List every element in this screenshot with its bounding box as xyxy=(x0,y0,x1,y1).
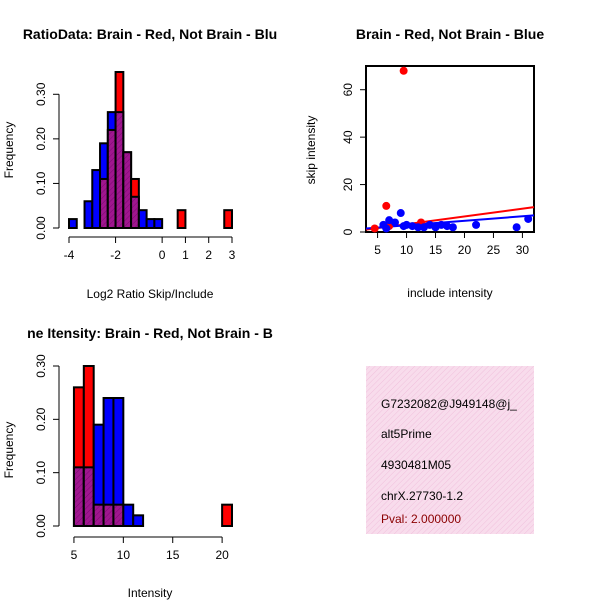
chart2-point-not-brain xyxy=(396,209,405,218)
chart2-point-not-brain xyxy=(414,223,423,232)
chart1-bar-overlap xyxy=(114,111,125,229)
chart2-point-not-brain xyxy=(472,220,481,229)
chart1-y-tick-label: 0.20 xyxy=(34,127,48,151)
chart2-point-not-brain xyxy=(390,218,399,227)
chart1-ylabel: Frequency xyxy=(2,122,16,179)
chart1-bar-overlap xyxy=(122,151,133,230)
chart3-bar-brain xyxy=(221,503,234,527)
chart2-point-not-brain xyxy=(382,224,391,233)
chart1-bar-not-brain xyxy=(68,218,78,229)
chart3-title: ne Itensity: Brain - Red, Not Brain - B xyxy=(27,325,273,341)
chart2-x-tick-label: 25 xyxy=(487,243,501,257)
chart2-title: Brain - Red, Not Brain - Blue xyxy=(356,26,544,42)
chart1-plot: -4 -2 0 1 2 3 0.00 0.10 0.20 0.30 xyxy=(34,71,236,262)
chart2-xlabel: include intensity xyxy=(407,286,492,300)
info-line-probe: G7232082@J949148@j_ xyxy=(381,397,517,411)
chart3-bar-overlap xyxy=(72,466,85,528)
chart2-y-tick-label: 20 xyxy=(341,178,355,192)
chart2-x-tick-label: 10 xyxy=(400,243,414,257)
chart1-bar-overlap xyxy=(106,128,117,229)
info-line-event-type: alt5Prime xyxy=(381,427,432,441)
info-panel: G7232082@J949148@j_ alt5Prime 4930481M05… xyxy=(366,366,534,534)
chart1-xlabel: Log2 Ratio Skip/Include xyxy=(87,287,214,301)
chart2-x-tick-label: 30 xyxy=(516,243,530,257)
info-line-locus: chrX.27730-1.2 xyxy=(381,489,463,503)
chart2-ylabel: skip intensity xyxy=(304,116,318,185)
chart3-y-tick-label: 0.00 xyxy=(34,514,48,538)
info-line-gene: 4930481M05 xyxy=(381,458,451,472)
chart2-x-tick-label: 20 xyxy=(458,243,472,257)
chart1-bar-overlap xyxy=(99,177,109,230)
chart1-bar-brain xyxy=(223,209,233,230)
chart1-bar-not-brain xyxy=(137,209,148,230)
chart3-bar-overlap xyxy=(82,466,95,528)
chart1-bar-overlap xyxy=(130,195,140,230)
chart1-title: RatioData: Brain - Red, Not Brain - Blu xyxy=(23,26,277,42)
chart3-bar-overlap xyxy=(92,503,105,527)
chart3-x-tick-label: 20 xyxy=(215,548,229,562)
chart3-x-tick-label: 5 xyxy=(71,548,78,562)
chart2-y-tick-label: 60 xyxy=(341,83,355,97)
chart1-bar-not-brain xyxy=(91,169,102,229)
chart3-bar-not-brain xyxy=(122,503,135,527)
chart3-y-tick-label: 0.10 xyxy=(34,461,48,485)
chart1-x-tick-label: -4 xyxy=(64,248,75,262)
chart1-x-tick-label: 2 xyxy=(205,248,212,262)
chart1-bar-not-brain xyxy=(145,218,156,229)
chart3-x-tick-label: 15 xyxy=(166,548,180,562)
chart2-x-tick-label: 5 xyxy=(374,243,381,257)
chart2-point-not-brain xyxy=(448,223,457,232)
chart3-bar-overlap xyxy=(102,503,115,527)
chart3-plot: 5 10 15 20 0.00 0.10 0.20 0.30 xyxy=(34,354,234,562)
chart1-y-tick-label: 0.30 xyxy=(34,82,48,106)
chart2-x-tick-label: 15 xyxy=(429,243,443,257)
chart1-x-tick-label: 1 xyxy=(182,248,189,262)
chart3-bar-overlap xyxy=(112,503,125,527)
chart2-point-not-brain xyxy=(524,214,533,223)
chart2-y-tick-label: 40 xyxy=(341,130,355,144)
chart2-y-tick-label: 0 xyxy=(341,228,355,235)
info-line-pval: Pval: 2.000000 xyxy=(381,512,461,526)
chart3-x-tick-label: 10 xyxy=(117,548,131,562)
chart1-bar-not-brain xyxy=(153,218,164,229)
chart2-point-brain xyxy=(382,201,391,210)
chart3-bar-not-brain xyxy=(132,514,145,527)
chart3-ylabel: Frequency xyxy=(2,422,16,479)
chart2-point-not-brain xyxy=(512,223,521,232)
chart1-x-tick-label: -2 xyxy=(110,248,121,262)
chart3-xlabel: Intensity xyxy=(128,586,173,600)
chart2-point-brain xyxy=(370,224,379,233)
info-panel-background xyxy=(366,366,534,534)
chart1-bar-brain xyxy=(176,209,187,230)
chart1-bar-not-brain xyxy=(83,200,94,229)
chart2-point-not-brain xyxy=(399,222,408,231)
chart3-y-tick-label: 0.20 xyxy=(34,407,48,431)
chart1-x-tick-label: 3 xyxy=(229,248,236,262)
chart3-y-tick-label: 0.30 xyxy=(34,354,48,378)
chart1-x-tick-label: 0 xyxy=(159,248,166,262)
chart2-plot: 5 10 15 20 25 30 0 20 40 60 xyxy=(341,65,535,257)
chart2-plot-frame xyxy=(365,65,535,233)
chart1-y-tick-label: 0.10 xyxy=(34,171,48,195)
chart1-y-tick-label: 0.00 xyxy=(34,216,48,240)
chart2-point-brain xyxy=(399,66,408,75)
